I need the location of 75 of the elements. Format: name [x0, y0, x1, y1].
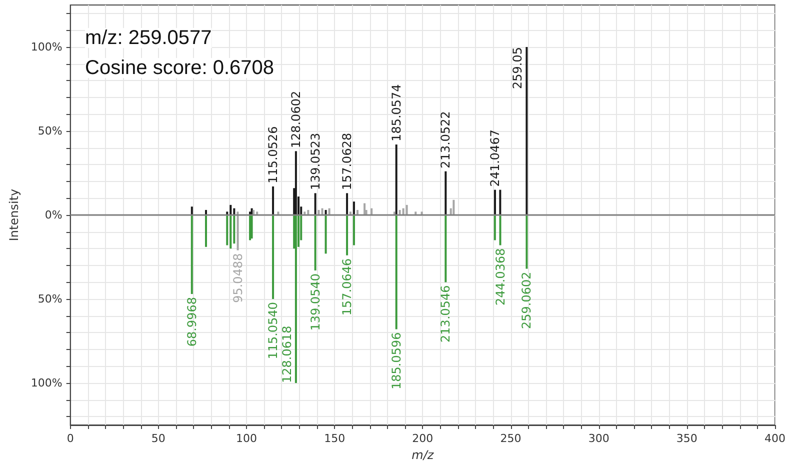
bar [204, 215, 207, 247]
bar [494, 215, 496, 240]
bar [395, 144, 398, 215]
bar [406, 204, 408, 215]
annotation: 157.0646 [340, 258, 354, 316]
x-tick-label: 250 [500, 432, 522, 445]
x-axis-title: m/z [412, 448, 434, 462]
bar [444, 215, 447, 282]
bar [499, 215, 502, 246]
y-tick-label: 50% [38, 292, 62, 306]
bar [272, 215, 274, 299]
bar [526, 215, 528, 269]
y-tick-label: 0% [44, 208, 62, 222]
bar [526, 47, 528, 215]
bar [190, 206, 193, 215]
annotation: 244.0368 [493, 248, 508, 306]
bar [324, 215, 327, 254]
annotation: 128.0602 [288, 90, 303, 148]
annotation: 213.0522 [438, 111, 453, 168]
annotation: 128.0618 [280, 326, 294, 383]
annotation: 185.0596 [389, 332, 404, 390]
bar [352, 215, 355, 246]
annotation: 95.0488 [230, 253, 245, 303]
bar [314, 215, 316, 270]
y-tick-label: 50% [38, 124, 62, 138]
y-tick-label: 100% [30, 376, 62, 390]
y-axis-title: Intensity [7, 188, 21, 242]
x-tick-label: 300 [588, 432, 610, 445]
x-tick-label: 150 [324, 432, 346, 445]
x-tick-label: 200 [412, 432, 434, 445]
x-tick-label: 350 [676, 432, 698, 445]
annotation: 185.0574 [389, 84, 404, 142]
bar [398, 210, 401, 215]
bar [307, 210, 310, 215]
bar [352, 202, 355, 215]
x-tick-label: 400 [764, 432, 786, 445]
bar [236, 215, 239, 250]
annotation: 68.9968 [184, 296, 199, 347]
bar [230, 204, 232, 215]
annotation: 157.0628 [340, 132, 354, 190]
bar [250, 215, 253, 239]
bar [190, 215, 193, 294]
bar [444, 171, 447, 215]
bar [494, 190, 496, 215]
bar [230, 215, 232, 249]
annotation: 259.0602 [520, 272, 534, 330]
x-tick-label: 100 [236, 432, 258, 445]
annotation: 259.05 [510, 47, 525, 89]
annotation: 139.0540 [308, 273, 322, 331]
bar [452, 200, 455, 215]
y-tick-label: 100% [30, 40, 62, 54]
annotation: 241.0467 [488, 130, 502, 187]
bar [204, 210, 207, 215]
x-tick-label: 0 [66, 432, 74, 445]
bar [324, 210, 327, 215]
x-tick-label: 50 [151, 432, 166, 445]
annotation: 213.0546 [438, 285, 453, 342]
bar [249, 215, 252, 240]
bar [226, 215, 228, 246]
bar [346, 193, 348, 215]
bar [294, 215, 297, 383]
bar [272, 186, 274, 215]
bar [499, 190, 502, 215]
bar [314, 193, 316, 215]
bar [395, 215, 398, 330]
annotation: 115.0540 [266, 302, 280, 360]
bar [364, 203, 366, 215]
annotation: m/z: 259.0577 [85, 27, 212, 49]
bar [346, 215, 348, 256]
annotation: 139.0523 [308, 132, 322, 190]
bar [294, 151, 297, 215]
bar [356, 210, 358, 215]
annotation: Cosine score: 0.6708 [85, 57, 274, 79]
bar [318, 210, 320, 215]
annotation: 115.0526 [266, 126, 280, 184]
